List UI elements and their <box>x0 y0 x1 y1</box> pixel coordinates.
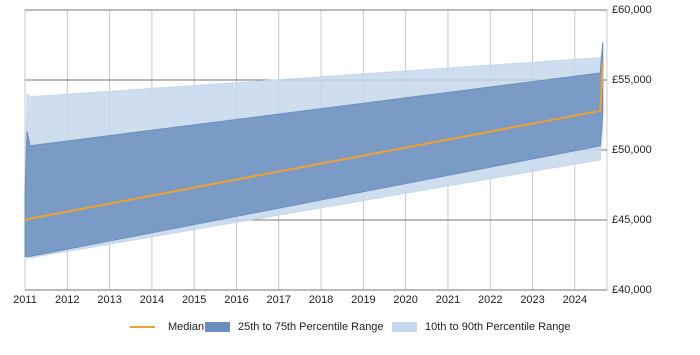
legend-swatch <box>205 322 230 332</box>
legend-label: 10th to 90th Percentile Range <box>425 321 571 333</box>
legend-label: Median <box>168 321 204 333</box>
x-tick-label: 2024 <box>563 294 587 306</box>
y-tick-label: £50,000 <box>612 144 652 156</box>
x-tick-label: 2011 <box>13 294 37 306</box>
x-tick-label: 2016 <box>224 294 248 306</box>
x-tick-label: 2018 <box>309 294 333 306</box>
median-line <box>25 63 604 221</box>
x-tick-label: 2022 <box>478 294 502 306</box>
y-tick-label: £40,000 <box>612 284 652 296</box>
x-tick-label: 2020 <box>393 294 417 306</box>
percentile-band <box>24 42 604 257</box>
x-tick-label: 2023 <box>520 294 544 306</box>
legend-label: 25th to 75th Percentile Range <box>238 321 384 333</box>
x-tick-label: 2012 <box>55 294 79 306</box>
x-tick-label: 2017 <box>267 294 291 306</box>
y-tick-label: £45,000 <box>612 214 652 226</box>
x-tick-label: 2015 <box>182 294 206 306</box>
x-tick-label: 2013 <box>97 294 121 306</box>
x-tick-label: 2021 <box>436 294 460 306</box>
y-tick-label: £55,000 <box>612 74 652 86</box>
x-tick-label: 2014 <box>140 294 164 306</box>
y-tick-label: £60,000 <box>612 4 652 16</box>
x-tick-label: 2019 <box>351 294 375 306</box>
legend-swatch <box>392 322 417 332</box>
